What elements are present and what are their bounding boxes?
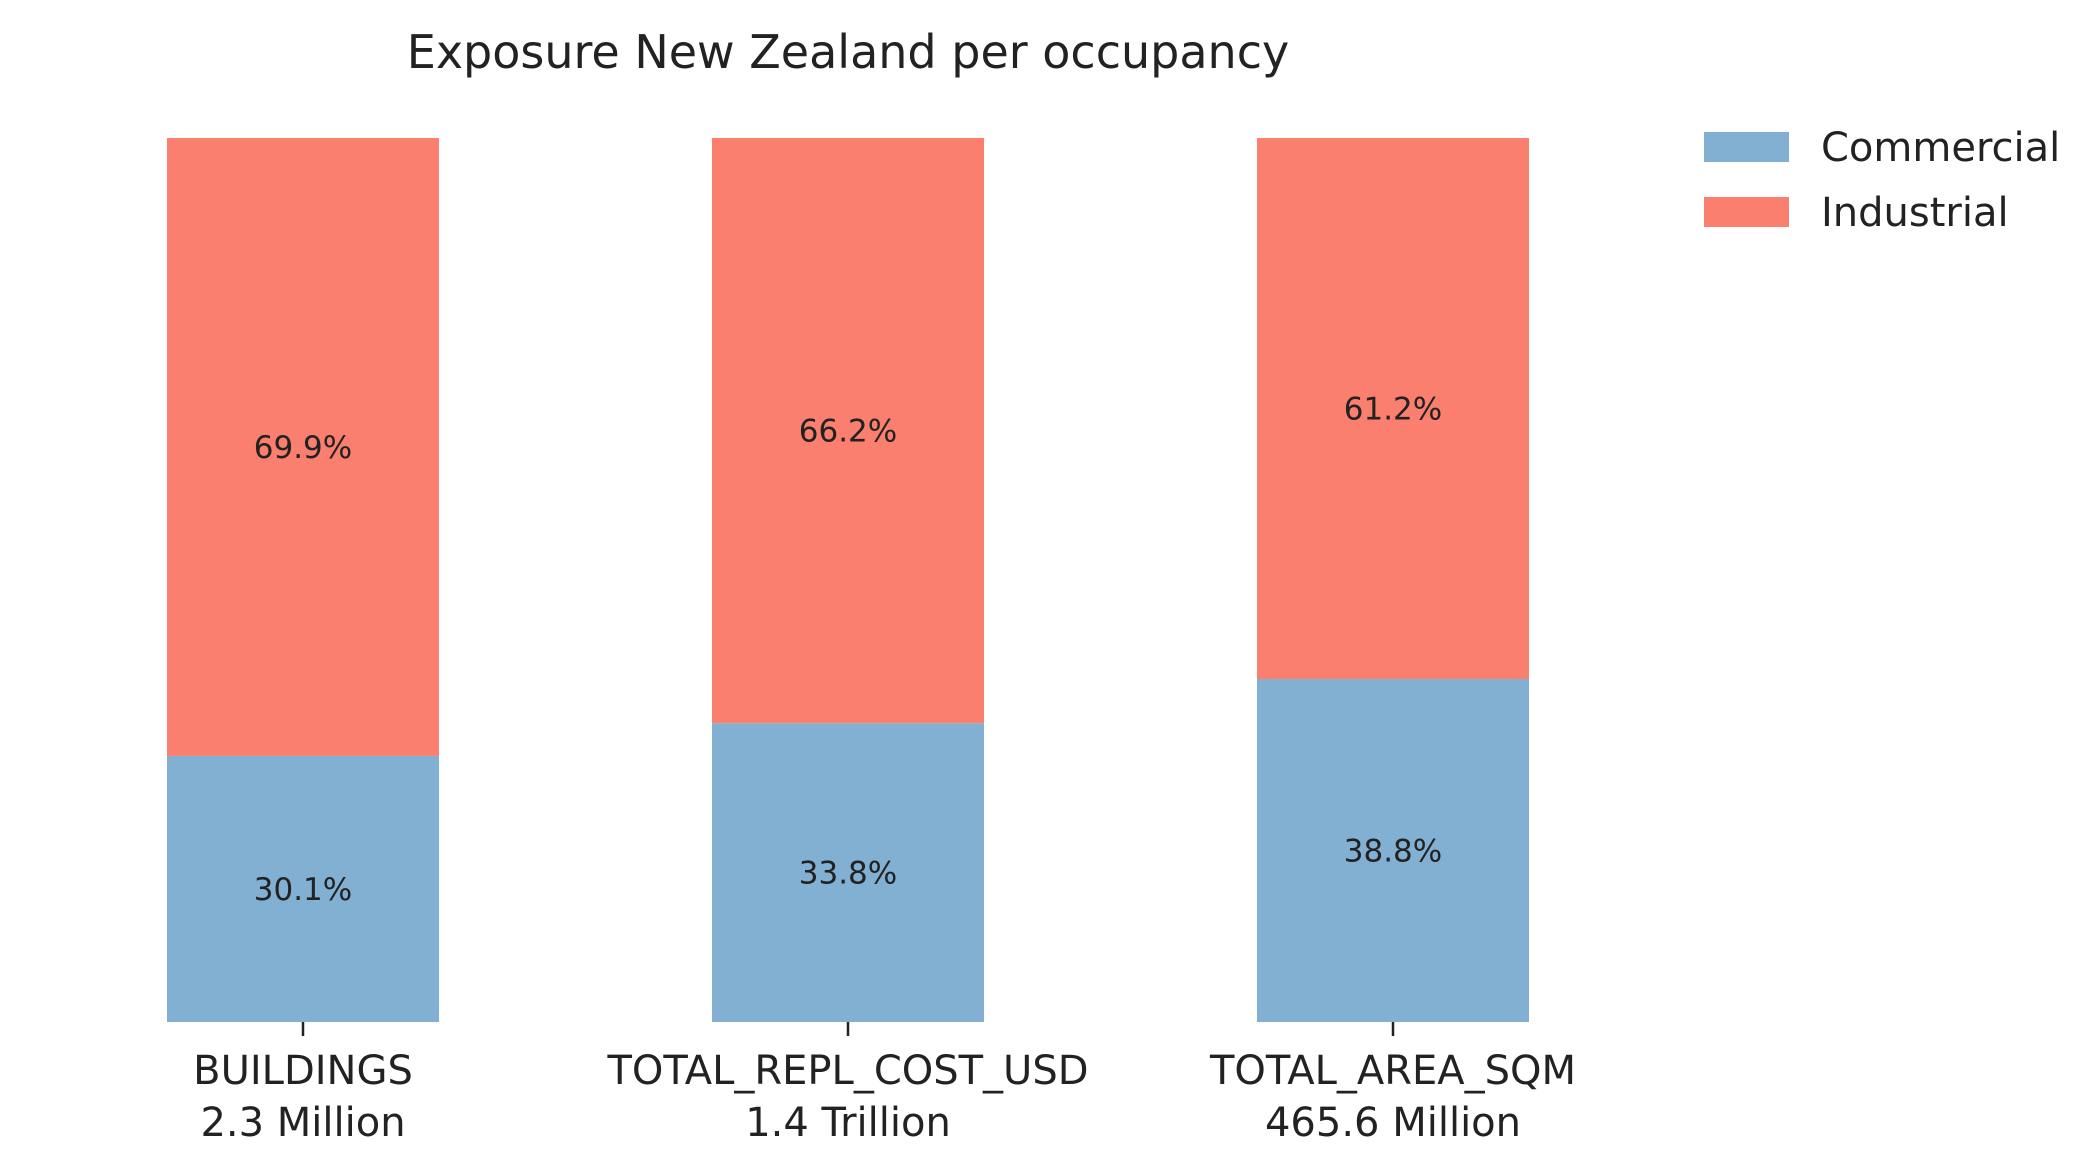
legend-label-industrial: Industrial: [1821, 190, 2009, 236]
bar-labels-layer: 30.1% 69.9% 33.8% 66.2% 38.8% 61.2%: [254, 392, 1442, 908]
bar-commercial-total-area-sqm: [1257, 679, 1529, 1022]
bar-label-commercial-total-area-sqm: 38.8%: [1344, 834, 1442, 870]
bar-commercial-buildings: [167, 755, 439, 1022]
legend: Commercial Industrial: [1704, 125, 2060, 236]
bar-industrial-total-area-sqm: [1257, 138, 1529, 680]
bar-label-commercial-total-repl-cost-usd: 33.8%: [799, 856, 897, 892]
x-tick-label-buildings: BUILDINGS: [193, 1048, 413, 1094]
legend-swatch-industrial: [1704, 197, 1789, 227]
bar-industrial-buildings: [167, 138, 439, 756]
x-tick-total-total-repl-cost-usd: 1.4 Trillion: [745, 1100, 951, 1146]
bars-layer: [167, 138, 1529, 1022]
bar-label-industrial-buildings: 69.9%: [254, 430, 352, 466]
x-tick-label-total-repl-cost-usd: TOTAL_REPL_COST_USD: [606, 1048, 1088, 1094]
bar-industrial-total-repl-cost-usd: [712, 138, 984, 724]
legend-label-commercial: Commercial: [1821, 125, 2060, 171]
x-tick-label-total-area-sqm: TOTAL_AREA_SQM: [1209, 1048, 1576, 1094]
bar-label-commercial-buildings: 30.1%: [254, 872, 352, 908]
x-tick-total-total-area-sqm: 465.6 Million: [1265, 1100, 1521, 1146]
bar-label-industrial-total-area-sqm: 61.2%: [1344, 392, 1442, 428]
x-axis: BUILDINGS 2.3 Million TOTAL_REPL_COST_USD 1…: [193, 1022, 1576, 1146]
bar-commercial-total-repl-cost-usd: [712, 723, 984, 1022]
chart-title: Exposure New Zealand per occupancy: [407, 25, 1289, 79]
bar-label-industrial-total-repl-cost-usd: 66.2%: [799, 414, 897, 450]
legend-swatch-commercial: [1704, 132, 1789, 162]
x-tick-total-buildings: 2.3 Million: [200, 1100, 405, 1146]
